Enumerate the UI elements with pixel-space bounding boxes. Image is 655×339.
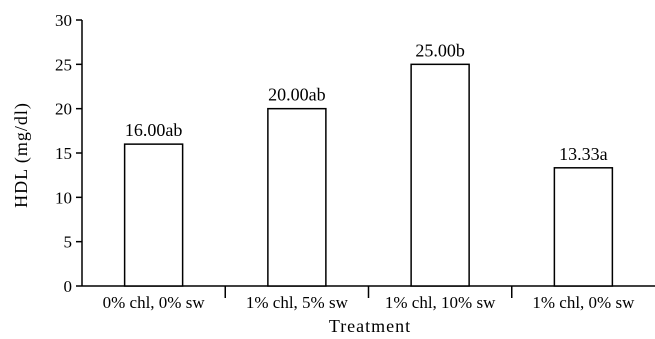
y-tick-label: 30 xyxy=(55,11,72,30)
y-tick-label: 5 xyxy=(64,233,73,252)
y-tick-label: 10 xyxy=(55,188,72,207)
bar xyxy=(410,63,470,287)
x-axis-title: Treatment xyxy=(329,316,411,336)
bar xyxy=(123,143,184,287)
category-label: 1% chl, 5% sw xyxy=(246,293,349,312)
y-tick-label: 15 xyxy=(55,144,72,163)
category-label: 1% chl, 10% sw xyxy=(385,293,496,312)
y-tick-label: 25 xyxy=(55,55,72,74)
category-labels: 0% chl, 0% sw 1% chl, 5% sw 1% chl, 10% sw… xyxy=(103,293,635,312)
data-label: 20.00ab xyxy=(268,85,326,105)
bars xyxy=(123,63,614,287)
y-axis-title: HDL (mg/dl) xyxy=(11,102,32,208)
data-label: 25.00b xyxy=(415,40,465,60)
category-label: 0% chl, 0% sw xyxy=(103,293,206,312)
data-labels: 16.00ab 20.00ab 25.00b 13.33a xyxy=(125,40,608,163)
y-tick-label: 20 xyxy=(55,100,72,119)
data-label: 13.33a xyxy=(559,144,608,164)
bar xyxy=(267,107,327,287)
bar xyxy=(553,167,614,287)
y-tick-label: 0 xyxy=(64,277,73,296)
category-label: 1% chl, 0% sw xyxy=(532,293,635,312)
y-axis: 0 5 10 15 20 25 30 xyxy=(55,11,83,296)
data-label: 16.00ab xyxy=(125,120,183,140)
